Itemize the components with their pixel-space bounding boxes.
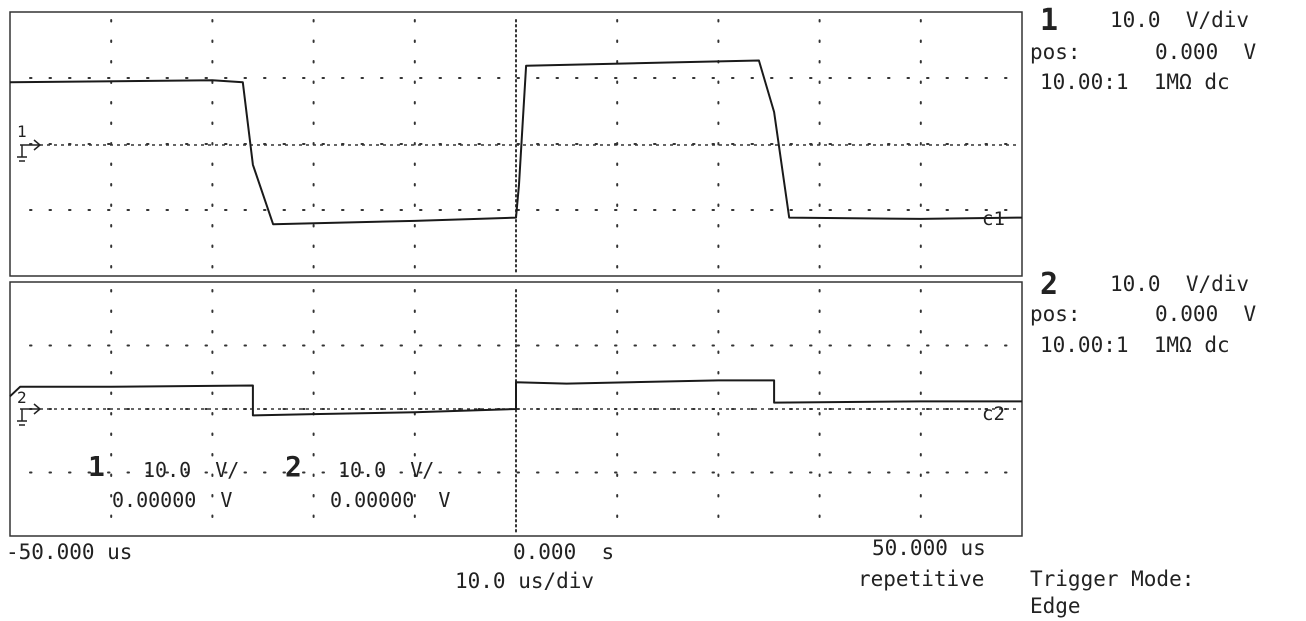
panel-2-frame (9, 281, 1023, 537)
ch1-pos-value: 0.000 V (1155, 40, 1257, 64)
overlay-ch1-number: 1 (88, 450, 105, 483)
ch1-trace-tag: c1 (982, 208, 1005, 230)
ch2-ground-marker-label: 2 (17, 388, 27, 407)
ch2-probe: 10.00:1 1MΩ dc (1040, 333, 1230, 357)
ground-marker-icon (17, 403, 42, 426)
panel-1-frame (9, 11, 1023, 277)
ch1-number: 1 (1040, 3, 1059, 38)
panel-1-grid (17, 19, 1019, 273)
overlay-ch2-scale: 10.0 V/ (338, 458, 435, 482)
ch1-pos-label: pos: (1030, 40, 1081, 64)
ch1-trace (9, 59, 1023, 226)
ch1-scale: 10.0 V/div (1110, 8, 1250, 32)
timebase-scale: 10.0 us/div (455, 569, 595, 593)
overlay-ch1-scale: 10.0 V/ (143, 458, 240, 482)
ch1-probe: 10.00:1 1MΩ dc (1040, 70, 1230, 94)
panel-2-grid (17, 289, 1019, 533)
ch2-trace (9, 379, 1022, 417)
overlay-ch1-offset: 0.00000 V (112, 488, 233, 512)
acquisition-mode: repetitive (858, 567, 985, 591)
ch2-trace-tag: c2 (982, 403, 1005, 425)
trigger-mode-label: Trigger Mode: (1030, 567, 1195, 591)
ch2-pos-label: pos: (1030, 302, 1081, 326)
ch1-ground-marker-label: 1 (17, 122, 27, 141)
ground-marker-icon (17, 139, 42, 162)
overlay-ch2-number: 2 (285, 450, 302, 483)
traces (9, 59, 1023, 417)
trigger-mode-value: Edge (1030, 594, 1081, 618)
ch2-pos-value: 0.000 V (1155, 302, 1257, 326)
x-tick-left: -50.000 us (6, 540, 133, 564)
overlay-ch2-offset: 0.00000 V (330, 488, 451, 512)
x-tick-right: 50.000 us (872, 536, 986, 560)
ch2-scale: 10.0 V/div (1110, 272, 1250, 296)
ch2-number: 2 (1040, 267, 1059, 302)
x-tick-center: 0.000 s (513, 540, 615, 564)
